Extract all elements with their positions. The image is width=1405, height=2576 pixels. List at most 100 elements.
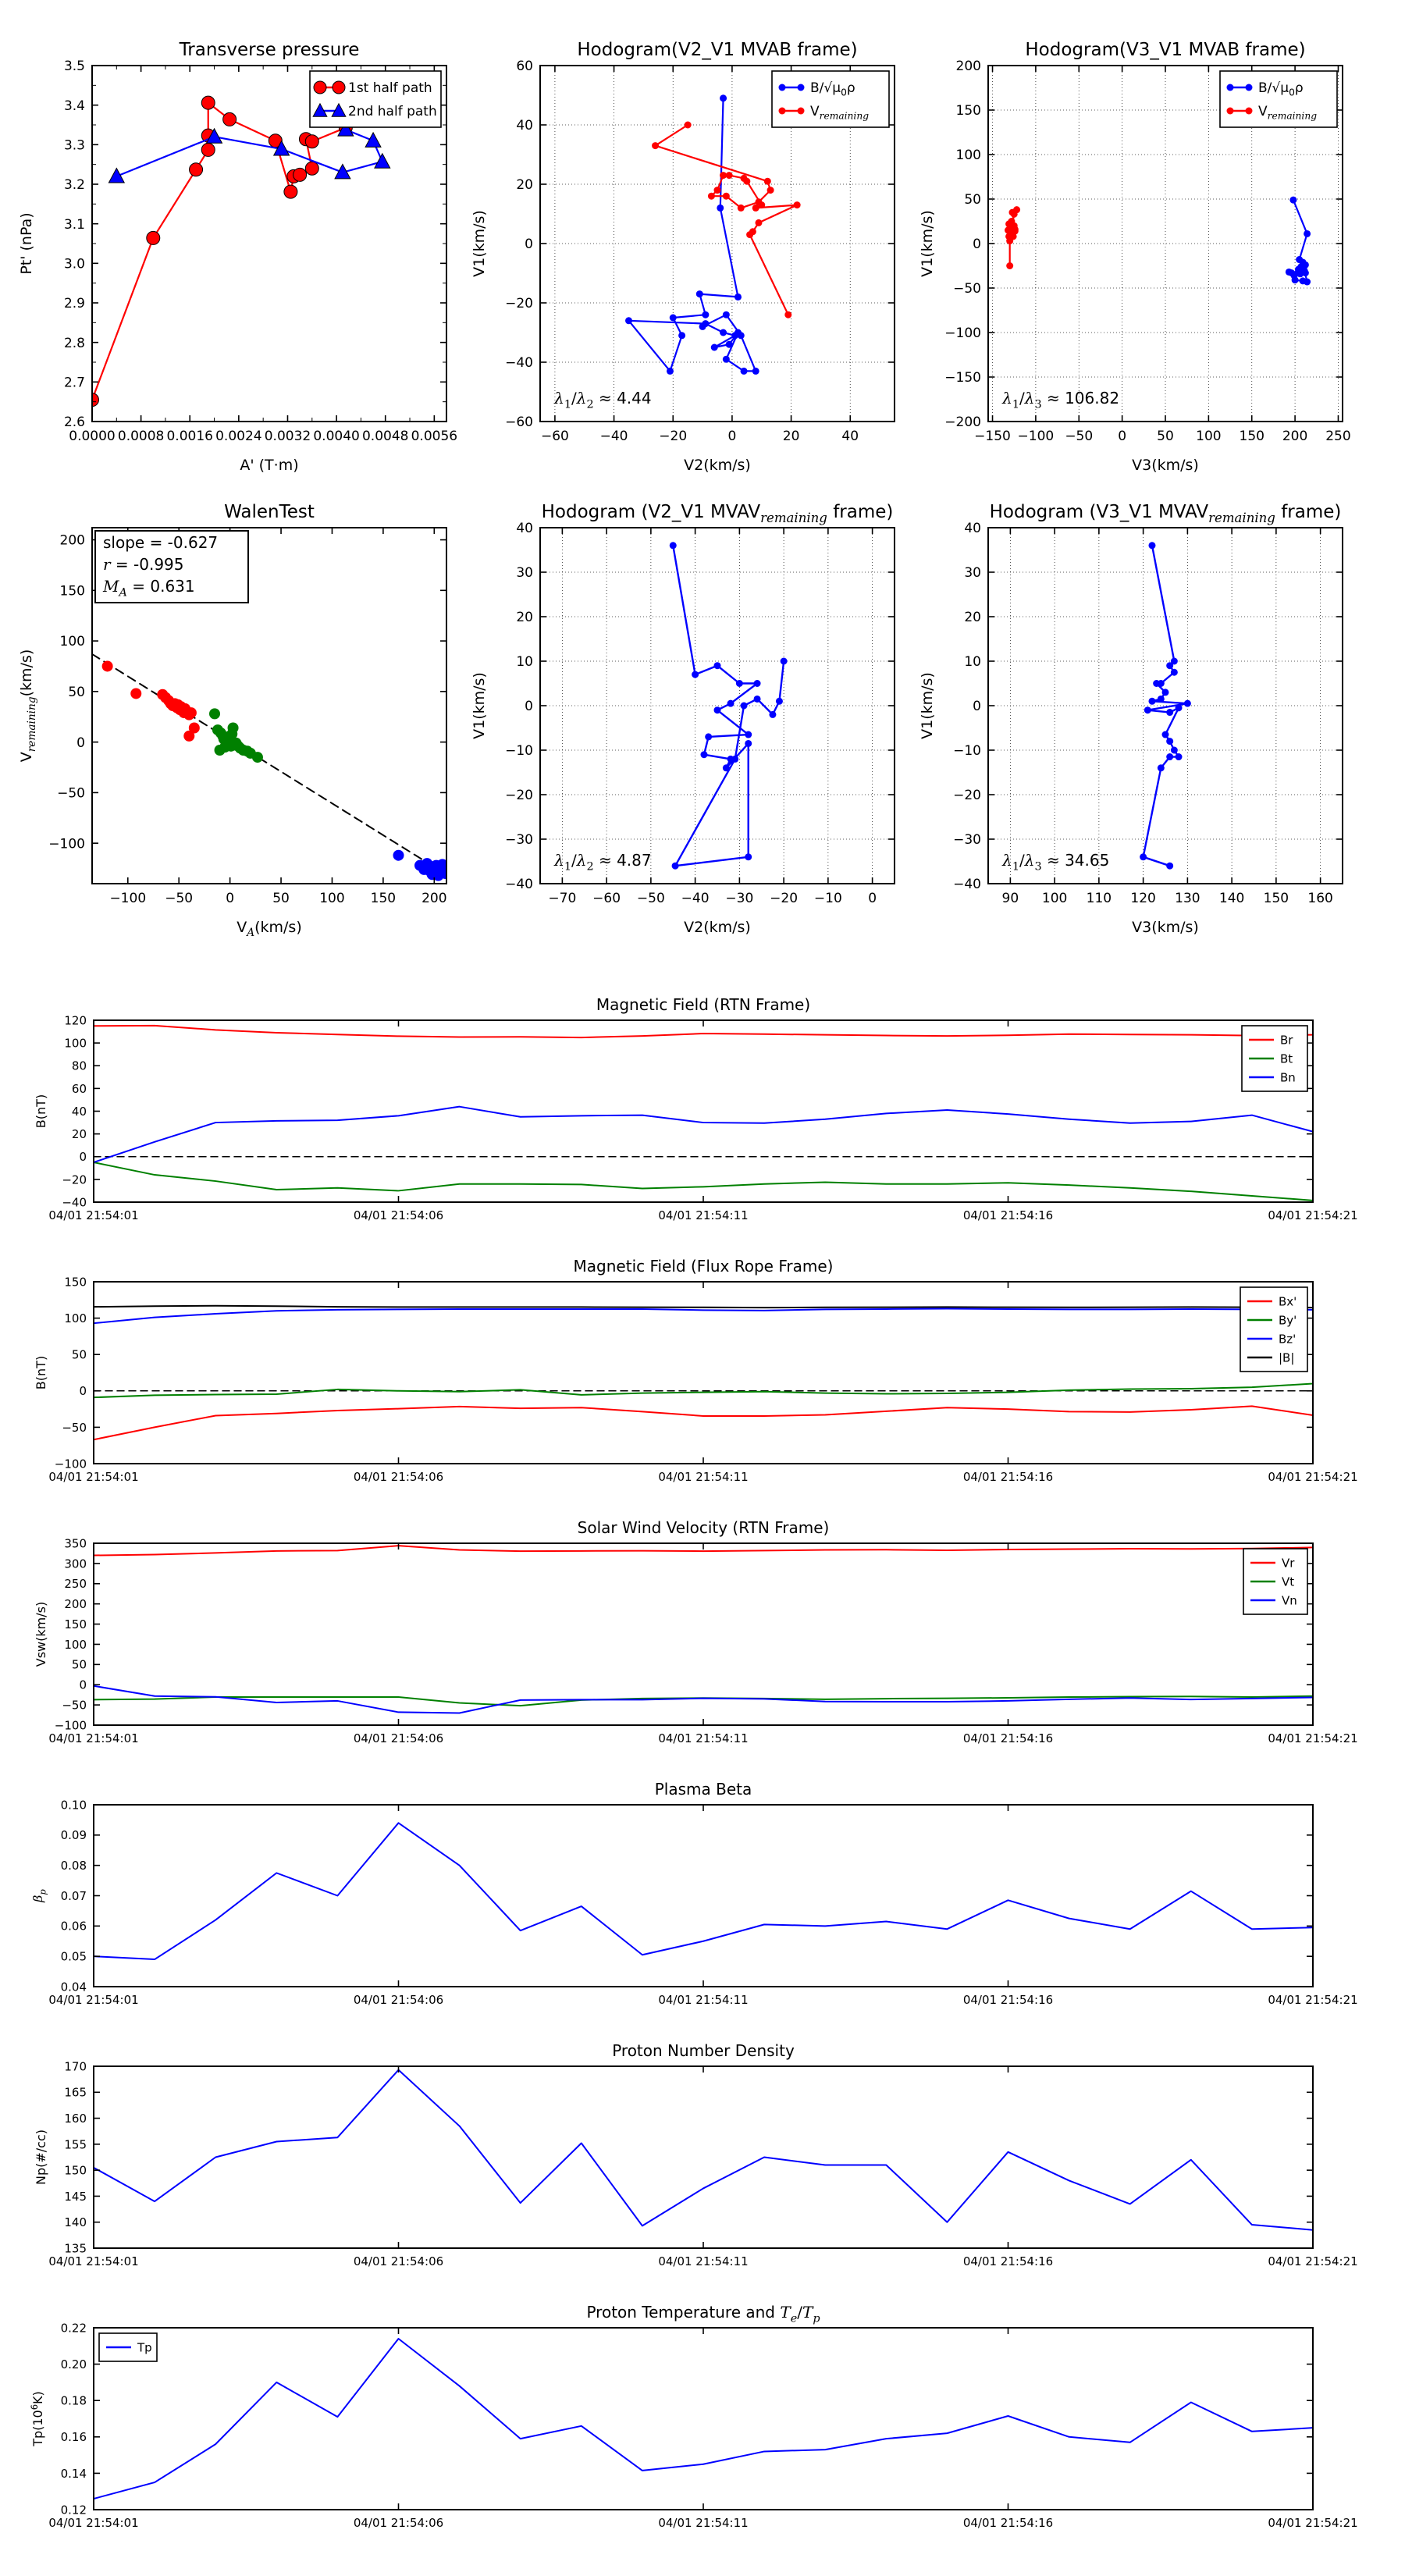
- solar-wind-velocity-series-Vn: [94, 1685, 1313, 1714]
- hodogram-v2v1-mvab-legend-label: B/√μ0ρ: [810, 80, 855, 98]
- walen-test-xtick-label: 50: [272, 891, 290, 906]
- proton-temperature-chart: 04/01 21:54:01 04/01 21:54:06 04/01 21:54:…: [29, 2303, 1358, 2530]
- hodogram-v3v1-mvab-ytick-label: −100: [944, 326, 981, 341]
- hodogram-v3v1-mvab-ytick-label: 0: [973, 237, 981, 252]
- magnetic-field-rtn-legend-label: Bt: [1280, 1051, 1293, 1066]
- magnetic-field-flux-rope-ytick-label: 100: [64, 1311, 87, 1325]
- plasma-beta-xtick-label: 04/01 21:54:16: [963, 1993, 1053, 2007]
- hodogram-v3v1-mvav-ytick-label: −10: [953, 743, 981, 759]
- hodogram-v3v1-mvab-xtick-label: 200: [1282, 429, 1307, 444]
- plasma-beta-ytick-label: 0.10: [61, 1798, 87, 1812]
- hodogram-v3v1-mvav-xlabel: V3(km/s): [1132, 919, 1199, 936]
- magnetic-field-rtn-ytick-label: −20: [62, 1172, 87, 1187]
- proton-number-density-ytick-label: 140: [64, 2215, 87, 2229]
- transverse-pressure-chart: 0.0000 0.0008 0.0016 0.0024 0.0032 0.0040 0.00…: [18, 40, 457, 474]
- proton-number-density-xtick-label: 04/01 21:54:06: [354, 2254, 443, 2268]
- hodogram-v3v1-mvav-xtick-label: 150: [1264, 891, 1289, 906]
- transverse-pressure-xtick-label: 0.0008: [118, 429, 164, 444]
- hodogram-v2v1-mvav-xtick-label: −10: [814, 891, 842, 906]
- hodogram-v3v1-mvab-xlabel: V3(km/s): [1132, 457, 1199, 474]
- magnetic-field-rtn-ticks: 04/01 21:54:01 04/01 21:54:06 04/01 21:54:…: [48, 1013, 1357, 1222]
- hodogram-v2v1-mvav-annotation: λ1/λ2 ≈ 4.87: [553, 851, 651, 873]
- hodogram-v3v1-mvav-xtick-label: 130: [1175, 891, 1200, 906]
- magnetic-field-flux-rope-xtick-label: 04/01 21:54:11: [658, 1470, 748, 1484]
- magnetic-field-rtn-ytick-label: 80: [72, 1059, 87, 1073]
- solar-wind-velocity-ytick-label: 250: [64, 1577, 87, 1591]
- hodogram-v3v1-mvab-ytick-label: −200: [944, 415, 981, 430]
- hodogram-v2v1-mvab-xtick-label: 0: [728, 429, 737, 444]
- hodogram-v3v1-mvav-xtick-label: 110: [1087, 891, 1112, 906]
- hodogram-v3v1-mvav-ylabel: V1(km/s): [919, 672, 936, 739]
- proton-temperature-xtick-label: 04/01 21:54:11: [658, 2516, 748, 2530]
- proton-temperature-axes-box: [93, 2327, 1314, 2510]
- hodogram-v3v1-mvab-legend-label: B/√μ0ρ: [1258, 80, 1304, 98]
- walen-test-chart: −100 −50 0 50 100 150 200 −100 −50 0 50 100 150 200 Wa…: [18, 502, 447, 939]
- solar-wind-velocity-ytick-label: 350: [64, 1536, 87, 1550]
- hodogram-v3v1-mvab-ytick-label: 100: [956, 148, 981, 163]
- walen-test-xtick-label: 0: [226, 891, 234, 906]
- hodogram-v3v1-mvav-ticks: 90 100 110 120 130 140 150 160 −40 −30 −20 −10 0 10 20…: [953, 521, 1343, 906]
- plasma-beta-series-beta-p: [94, 1822, 1313, 1961]
- hodogram-v2v1-mvab-ytick-label: 20: [516, 177, 533, 193]
- plasma-beta-xtick-label: 04/01 21:54:06: [354, 1993, 443, 2007]
- magnetic-field-flux-rope-xtick-label: 04/01 21:54:16: [963, 1470, 1053, 1484]
- transverse-pressure-series: [92, 95, 391, 407]
- solar-wind-velocity-ytick-label: 300: [64, 1557, 87, 1571]
- walen-test-xlabel: VA(km/s): [237, 919, 302, 939]
- hodogram-v2v1-mvav-ticks: −70 −60 −50 −40 −30 −20 −10 0 −40 −30 −20 −10 0 10 20 3…: [505, 521, 895, 906]
- hodogram-v3v1-mvav-ytick-label: −40: [953, 877, 981, 892]
- hodogram-v3v1-mvav-ytick-label: −20: [953, 788, 981, 803]
- hodogram-v3v1-mvav-xtick-label: 100: [1042, 891, 1067, 906]
- magnetic-field-flux-rope-xtick-label: 04/01 21:54:01: [48, 1470, 138, 1484]
- magnetic-field-rtn-xtick-label: 04/01 21:54:06: [354, 1208, 443, 1222]
- proton-temperature-ylabel: Tp(106K): [29, 2391, 45, 2447]
- hodogram-v3v1-mvav-lambda-ratio: λ1/λ3 ≈ 34.65: [1001, 851, 1109, 873]
- hodogram-v2v1-mvav-ytick-label: 30: [516, 565, 533, 581]
- panel-hodogram-v3v1-mvav: 90 100 110 120 130 140 150 160 −40 −30 −20 −10 0 10 20…: [896, 462, 1403, 1009]
- plasma-beta-ytick-label: 0.05: [61, 1950, 87, 1964]
- hodogram-v2v1-mvav-xtick-label: −40: [681, 891, 710, 906]
- proton-number-density-xtick-label: 04/01 21:54:16: [963, 2254, 1053, 2268]
- magnetic-field-rtn-legend-label: Bn: [1280, 1070, 1296, 1084]
- hodogram-v3v1-mvav-ytick-label: −30: [953, 832, 981, 848]
- walen-test-ylabel: Vremaining(km/s): [18, 649, 38, 763]
- solar-wind-velocity-ytick-label: 200: [64, 1597, 87, 1611]
- transverse-pressure-xtick-label: 0.0032: [265, 429, 311, 444]
- magnetic-field-rtn-chart: 04/01 21:54:01 04/01 21:54:06 04/01 21:54:…: [34, 995, 1358, 1222]
- proton-temperature-title: Proton Temperature and Te/Tp: [586, 2303, 820, 2325]
- hodogram-v2v1-mvab-lambda-ratio: λ1/λ2 ≈ 4.44: [553, 389, 651, 411]
- magnetic-field-flux-rope-series-Bz: [94, 1308, 1313, 1325]
- hodogram-v3v1-mvab-series: [1004, 196, 1311, 286]
- plasma-beta-series: [94, 1822, 1313, 1961]
- solar-wind-velocity-legend-label: Vr: [1282, 1556, 1295, 1570]
- hodogram-v2v1-mvab-ytick-label: −40: [505, 355, 533, 371]
- walen-test-stat-line: slope = -0.627: [103, 533, 218, 552]
- magnetic-field-flux-rope-xtick-label: 04/01 21:54:06: [354, 1470, 443, 1484]
- hodogram-v3v1-mvab-xtick-label: 0: [1118, 429, 1126, 444]
- magnetic-field-flux-rope-ytick-label: −50: [62, 1421, 87, 1435]
- hodogram-v2v1-mvav-xtick-label: −50: [637, 891, 665, 906]
- proton-temperature-ytick-label: 0.20: [61, 2357, 87, 2371]
- walen-test-series-middle-third: [209, 708, 263, 763]
- plasma-beta-chart: 04/01 21:54:01 04/01 21:54:06 04/01 21:54:…: [30, 1780, 1358, 2007]
- solar-wind-velocity-ytick-label: −100: [55, 1718, 87, 1732]
- proton-number-density-ticks: 04/01 21:54:01 04/01 21:54:06 04/01 21:54:…: [48, 2059, 1357, 2268]
- hodogram-v2v1-mvav-ytick-label: −10: [505, 743, 533, 759]
- transverse-pressure-legend-label: 1st half path: [348, 80, 432, 96]
- transverse-pressure-xtick-label: 0.0024: [215, 429, 261, 444]
- hodogram-v2v1-mvab-xlabel: V2(km/s): [684, 457, 751, 474]
- walen-test-series-fit-line: [92, 653, 446, 876]
- hodogram-v3v1-mvab-lambda-ratio: λ1/λ3 ≈ 106.82: [1001, 389, 1119, 411]
- proton-temperature-ticks: 04/01 21:54:01 04/01 21:54:06 04/01 21:54:…: [48, 2321, 1357, 2530]
- hodogram-v2v1-mvab-chart: −60 −40 −20 0 20 40 −60 −40 −20 0 20 40 60 Hodogram(V…: [471, 40, 895, 474]
- panel-magnetic-field-flux-rope: 04/01 21:54:01 04/01 21:54:06 04/01 21:54:…: [0, 1233, 1405, 1495]
- magnetic-field-flux-rope-xtick-label: 04/01 21:54:21: [1268, 1470, 1357, 1484]
- proton-number-density-ytick-label: 160: [64, 2112, 87, 2126]
- plasma-beta-title: Plasma Beta: [655, 1780, 752, 1799]
- hodogram-v2v1-mvab-legend: B/√μ0ρ Vremaining: [771, 70, 890, 128]
- magnetic-field-rtn-ytick-label: 60: [72, 1082, 87, 1096]
- proton-temperature-ytick-label: 0.16: [61, 2430, 87, 2444]
- panel-transverse-pressure: 0.0000 0.0008 0.0016 0.0024 0.0032 0.0040 0.00…: [0, 0, 507, 546]
- hodogram-v2v1-mvav-ytick-label: 10: [516, 654, 533, 670]
- proton-number-density-ytick-label: 165: [64, 2086, 87, 2100]
